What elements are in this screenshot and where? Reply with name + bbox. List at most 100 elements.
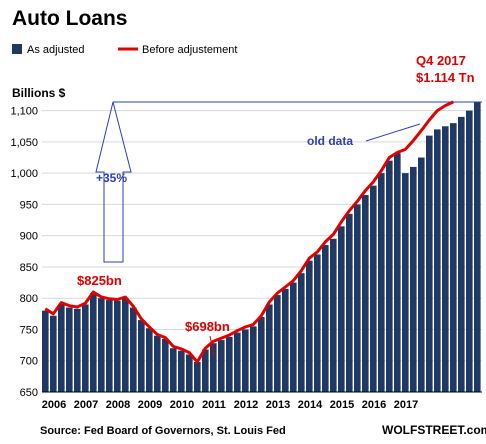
bar bbox=[202, 349, 209, 392]
growth-arrow-shape bbox=[95, 101, 132, 263]
x-tick-label: 2014 bbox=[298, 399, 323, 411]
bar bbox=[434, 129, 441, 392]
x-tick-label: 2006 bbox=[42, 399, 66, 411]
x-tick-label: 2010 bbox=[170, 399, 194, 411]
bar bbox=[418, 157, 425, 392]
legend-label-before: Before adjustement bbox=[142, 44, 237, 56]
x-tick-label: 2008 bbox=[106, 399, 130, 411]
bar bbox=[154, 335, 161, 392]
bar bbox=[282, 288, 289, 392]
bar bbox=[362, 195, 369, 392]
bar bbox=[162, 338, 169, 392]
bar bbox=[458, 116, 465, 392]
y-tick-label: 1,100 bbox=[10, 106, 38, 118]
growth-arrow: +35% bbox=[95, 101, 482, 263]
bar bbox=[138, 320, 145, 392]
bar bbox=[218, 340, 225, 392]
bar bbox=[42, 310, 49, 392]
bar bbox=[146, 328, 153, 392]
y-tick-label: 700 bbox=[20, 356, 38, 368]
bar bbox=[266, 304, 273, 392]
bar bbox=[98, 298, 105, 392]
before-adjustment-line bbox=[44, 100, 454, 364]
source-note: Source: Fed Board of Governors, St. Loui… bbox=[40, 425, 286, 437]
bar bbox=[226, 336, 233, 392]
bar bbox=[378, 173, 385, 392]
y-tick-label: 900 bbox=[20, 231, 38, 243]
bar bbox=[122, 298, 129, 392]
old-data-pointer bbox=[365, 123, 421, 142]
bar bbox=[410, 166, 417, 392]
x-tick-label: 2007 bbox=[74, 399, 98, 411]
bar bbox=[82, 304, 89, 392]
bar bbox=[346, 213, 353, 392]
bar bbox=[194, 361, 201, 392]
bar bbox=[234, 332, 241, 392]
bar bbox=[354, 204, 361, 392]
bar bbox=[370, 185, 377, 392]
bar bbox=[394, 153, 401, 392]
bar bbox=[330, 238, 337, 392]
bar bbox=[250, 326, 257, 392]
x-axis-ticks: 2006 2007 2008 2009 2010 2011 2012 2013 2014 2015… bbox=[42, 399, 418, 411]
bar bbox=[442, 126, 449, 392]
bar bbox=[114, 300, 121, 392]
y-tick-label: 800 bbox=[20, 293, 38, 305]
legend-swatch-adjusted bbox=[12, 44, 22, 54]
x-tick-label: 2017 bbox=[394, 399, 418, 411]
old-data-annotation: old data bbox=[307, 123, 421, 148]
bar bbox=[186, 354, 193, 392]
bar bbox=[170, 348, 177, 392]
legend-label-adjusted: As adjusted bbox=[27, 44, 84, 56]
y-tick-label: 850 bbox=[20, 262, 38, 274]
x-tick-label: 2013 bbox=[266, 399, 290, 411]
bar bbox=[322, 245, 329, 392]
bar bbox=[178, 350, 185, 392]
old-data-label: old data bbox=[307, 134, 353, 148]
chart-title: Auto Loans bbox=[12, 7, 128, 30]
bars bbox=[42, 101, 482, 393]
y-tick-label: 650 bbox=[20, 387, 38, 399]
bar bbox=[402, 173, 409, 392]
bar bbox=[474, 101, 481, 392]
y-axis-title: Billions $ bbox=[12, 86, 66, 100]
bar bbox=[298, 273, 305, 392]
bar bbox=[258, 316, 265, 392]
brand-label: WOLFSTREET.com bbox=[382, 423, 486, 437]
bar bbox=[290, 282, 297, 392]
trough-label: $698bn bbox=[185, 319, 230, 334]
pre-crisis-peak-label: $825bn bbox=[77, 273, 122, 288]
x-tick-label: 2012 bbox=[234, 399, 258, 411]
bar bbox=[306, 260, 313, 392]
peak-quarter-label: Q4 2017 bbox=[416, 53, 466, 68]
x-tick-label: 2015 bbox=[330, 399, 354, 411]
bar bbox=[130, 307, 137, 392]
peak-value-label: $1.114 Tn bbox=[416, 70, 475, 85]
legend: As adjusted Before adjustement bbox=[12, 44, 237, 56]
bar bbox=[386, 160, 393, 392]
bar bbox=[106, 300, 113, 392]
bar bbox=[90, 293, 97, 392]
bar bbox=[450, 123, 457, 392]
bar bbox=[466, 110, 473, 392]
x-tick-label: 2016 bbox=[362, 399, 386, 411]
y-tick-label: 750 bbox=[20, 324, 38, 336]
bar bbox=[50, 315, 57, 392]
x-tick-label: 2011 bbox=[202, 399, 226, 411]
y-tick-label: 1,050 bbox=[10, 137, 38, 149]
bar bbox=[426, 135, 433, 392]
y-tick-label: 1,000 bbox=[10, 168, 38, 180]
bar bbox=[338, 226, 345, 392]
trough-pointer bbox=[209, 335, 215, 357]
bar bbox=[74, 308, 81, 392]
bar bbox=[210, 343, 217, 392]
growth-label: +35% bbox=[96, 171, 127, 185]
y-tick-label: 950 bbox=[20, 199, 38, 211]
x-tick-label: 2009 bbox=[138, 399, 162, 411]
bar bbox=[242, 329, 249, 392]
bar bbox=[58, 304, 65, 392]
bar bbox=[314, 254, 321, 392]
bar bbox=[66, 307, 73, 392]
bar bbox=[274, 295, 281, 392]
